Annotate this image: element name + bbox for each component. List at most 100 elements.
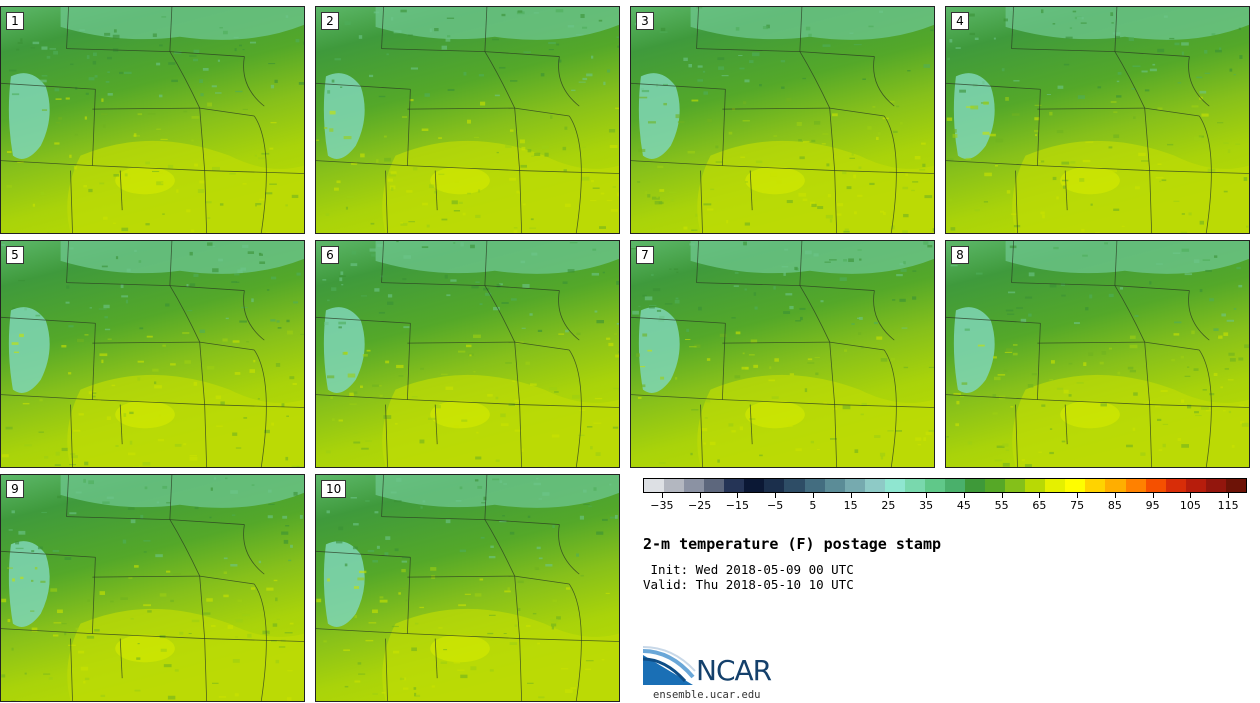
colorbar-tick: [812, 493, 814, 498]
colorbar-segment: [824, 479, 845, 492]
colorbar-tick: [888, 493, 890, 498]
colorbar-segment: [1185, 479, 1206, 492]
colorbar-tick: [775, 493, 777, 498]
colorbar-tick: [963, 493, 965, 498]
temperature-map: [946, 7, 1249, 233]
colorbar-tick-label: 95: [1145, 499, 1160, 512]
logo-text: NCAR: [696, 654, 772, 687]
colorbar-tick: [850, 493, 852, 498]
colorbar-segment: [1045, 479, 1066, 492]
panel-number: 2: [321, 12, 339, 30]
panel-6: 6: [315, 240, 620, 468]
colorbar-segment: [1105, 479, 1126, 492]
temperature-map: [631, 7, 934, 233]
colorbar-segment: [1005, 479, 1026, 492]
page-title: 2-m temperature (F) postage stamp: [643, 535, 942, 553]
temperature-map: [1, 7, 304, 233]
colorbar-segment: [784, 479, 805, 492]
colorbar-segment: [664, 479, 685, 492]
colorbar-segment: [884, 479, 905, 492]
panel-2: 2: [315, 6, 620, 234]
colorbar-segment: [1125, 479, 1146, 492]
temperature-map: [1, 475, 304, 701]
colorbar-segment: [744, 479, 765, 492]
colorbar-segment: [844, 479, 865, 492]
colorbar-segment: [1205, 479, 1226, 492]
colorbar-segment: [1085, 479, 1106, 492]
panel-9: 9: [0, 474, 305, 702]
colorbar-segment: [1065, 479, 1086, 492]
colorbar-segment: [904, 479, 925, 492]
colorbar-segment: [684, 479, 705, 492]
panel-7: 7: [630, 240, 935, 468]
colorbar-segment: [1025, 479, 1046, 492]
colorbar-segment: [864, 479, 885, 492]
valid-time: Valid: Thu 2018-05-10 10 UTC: [643, 577, 854, 592]
colorbar-tick-label: 45: [956, 499, 971, 512]
colorbar-ticks: −35 −25 −15 −5 5 15 25 35 45 55 65 75 85 95 105 115: [643, 493, 1247, 513]
colorbar-tick: [1228, 493, 1230, 498]
panel-number: 6: [321, 246, 339, 264]
colorbar-tick-label: −5: [767, 499, 784, 512]
site-url: ensemble.ucar.edu: [653, 689, 761, 701]
temperature-map: [316, 475, 619, 701]
panel-number: 3: [636, 12, 654, 30]
temperature-map: [316, 241, 619, 467]
panel-5: 5: [0, 240, 305, 468]
colorbar-tick-label: 85: [1107, 499, 1122, 512]
colorbar-segment: [924, 479, 945, 492]
colorbar: [643, 478, 1247, 493]
colorbar-segment: [985, 479, 1006, 492]
colorbar-segment: [944, 479, 965, 492]
colorbar-tick: [1190, 493, 1192, 498]
colorbar-segment: [704, 479, 725, 492]
temperature-map: [316, 7, 619, 233]
colorbar-tick-label: −25: [688, 499, 712, 512]
colorbar-segment: [644, 479, 665, 492]
colorbar-tick-label: 55: [994, 499, 1009, 512]
panel-10: 10: [315, 474, 620, 702]
temperature-map: [1, 241, 304, 467]
colorbar-tick: [699, 493, 701, 498]
panel-number: 9: [6, 480, 24, 498]
colorbar-tick-label: 25: [881, 499, 896, 512]
colorbar-segment: [1225, 479, 1246, 492]
panel-number: 1: [6, 12, 24, 30]
panel-3: 3: [630, 6, 935, 234]
colorbar-segment: [1165, 479, 1186, 492]
colorbar-tick: [737, 493, 739, 498]
panel-1: 1: [0, 6, 305, 234]
colorbar-tick-label: 75: [1070, 499, 1085, 512]
colorbar-tick: [1039, 493, 1041, 498]
colorbar-tick-label: 115: [1217, 499, 1239, 512]
panel-number: 8: [951, 246, 969, 264]
colorbar-tick: [1152, 493, 1154, 498]
colorbar-tick-label: −35: [650, 499, 674, 512]
colorbar-tick: [1077, 493, 1079, 498]
colorbar-tick-label: 15: [843, 499, 858, 512]
colorbar-tick-label: 35: [919, 499, 934, 512]
panel-number: 7: [636, 246, 654, 264]
colorbar-tick: [661, 493, 663, 498]
panel-8: 8: [945, 240, 1250, 468]
panel-number: 5: [6, 246, 24, 264]
temperature-map: [631, 241, 934, 467]
colorbar-segment: [1145, 479, 1166, 492]
panel-4: 4: [945, 6, 1250, 234]
colorbar-segment: [764, 479, 785, 492]
colorbar-segment: [724, 479, 745, 492]
colorbar-tick-label: −15: [725, 499, 749, 512]
colorbar-segment: [804, 479, 825, 492]
init-time: Init: Wed 2018-05-09 00 UTC: [643, 562, 854, 577]
colorbar-tick-label: 5: [809, 499, 817, 512]
colorbar-tick-label: 105: [1179, 499, 1201, 512]
colorbar-tick: [926, 493, 928, 498]
ncar-logo-icon: [643, 646, 696, 685]
colorbar-tick-label: 65: [1032, 499, 1047, 512]
colorbar-segment: [965, 479, 986, 492]
panel-number: 4: [951, 12, 969, 30]
panel-number: 10: [321, 480, 347, 498]
temperature-map: [946, 241, 1249, 467]
colorbar-tick: [1114, 493, 1116, 498]
colorbar-tick: [1001, 493, 1003, 498]
